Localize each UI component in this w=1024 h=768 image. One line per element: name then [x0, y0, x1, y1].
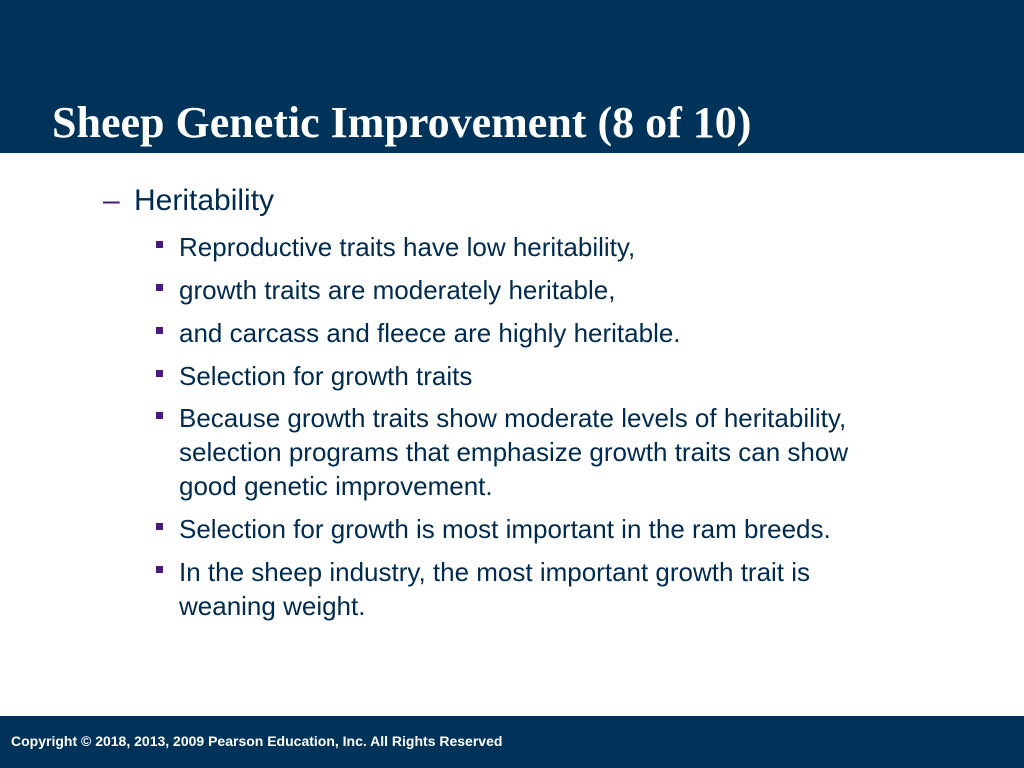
list-item-text: Reproductive traits have low heritabilit…	[179, 232, 636, 262]
list-item-text: and carcass and fleece are highly herita…	[179, 318, 681, 348]
square-bullet-icon	[156, 412, 163, 419]
topic-heading-label: Heritability	[134, 184, 275, 217]
list-item: Selection for growth is most important i…	[156, 512, 936, 546]
square-bullet-icon	[156, 523, 163, 530]
slide-title: Sheep Genetic Improvement (8 of 10)	[52, 98, 752, 147]
copyright-notice: Copyright © 2018, 2013, 2009 Pearson Edu…	[11, 733, 503, 749]
square-bullet-icon	[156, 566, 163, 573]
list-item-text: In the sheep industry, the most importan…	[179, 557, 811, 621]
list-item: Selection for growth traits	[156, 359, 936, 393]
list-item: Reproductive traits have low heritabilit…	[156, 230, 936, 264]
title-banner: Sheep Genetic Improvement (8 of 10)	[0, 0, 1024, 153]
square-bullet-icon	[156, 241, 163, 248]
list-item-text: Selection for growth traits	[179, 361, 473, 391]
list-item: and carcass and fleece are highly herita…	[156, 316, 936, 350]
square-bullet-icon	[156, 327, 163, 334]
list-item-text: Because growth traits show moderate leve…	[179, 403, 849, 501]
list-item: In the sheep industry, the most importan…	[156, 555, 936, 623]
list-item-text: Selection for growth is most important i…	[179, 514, 831, 544]
list-item: Because growth traits show moderate leve…	[156, 401, 936, 503]
list-item: growth traits are moderately heritable,	[156, 273, 936, 307]
footer-bar: Copyright © 2018, 2013, 2009 Pearson Edu…	[0, 716, 1024, 768]
list-item-text: growth traits are moderately heritable,	[179, 275, 616, 305]
square-bullet-icon	[156, 370, 163, 377]
square-bullet-icon	[156, 284, 163, 291]
topic-heading: – Heritability	[103, 181, 274, 221]
dash-bullet-icon: –	[103, 184, 120, 217]
